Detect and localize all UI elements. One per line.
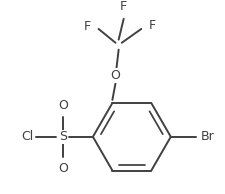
Text: Cl: Cl (21, 130, 33, 143)
Text: F: F (119, 0, 127, 13)
Text: Br: Br (200, 130, 214, 143)
Text: O: O (109, 69, 119, 82)
Text: F: F (148, 19, 155, 32)
Text: S: S (58, 130, 66, 143)
Text: O: O (58, 99, 68, 112)
Text: O: O (58, 162, 68, 175)
Text: F: F (83, 20, 90, 33)
